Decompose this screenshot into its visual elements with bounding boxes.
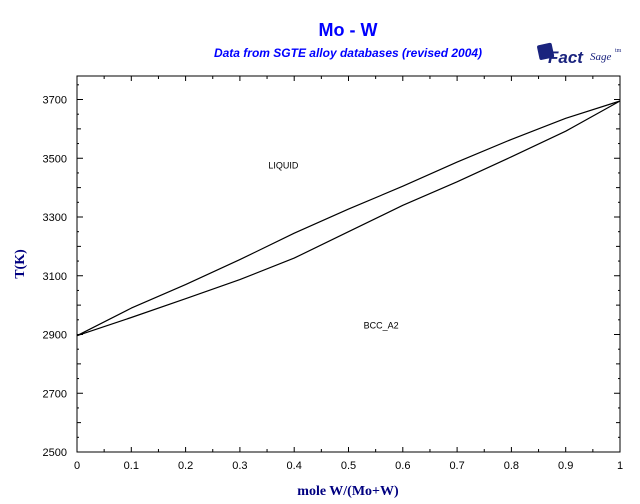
x-tick-label: 0.8 xyxy=(504,460,519,472)
x-tick-label: 0.2 xyxy=(178,460,193,472)
logo-text-sage: Sage xyxy=(590,51,612,63)
x-tick-label: 1 xyxy=(617,460,623,472)
factsage-logo: Fact Sage tm xyxy=(537,42,622,67)
logo-trademark: tm xyxy=(615,48,622,54)
y-axis: 2500 2700 2900 3100 3300 3500 3700 xyxy=(43,84,620,459)
x-tick-label: 0.9 xyxy=(558,460,573,472)
plot-frame xyxy=(76,75,621,453)
y-tick-label: 2700 xyxy=(43,388,67,400)
x-axis-title: mole W/(Mo+W) xyxy=(297,484,399,499)
y-tick-label: 2900 xyxy=(43,330,67,342)
y-tick-label: 3500 xyxy=(43,153,67,165)
y-axis-title: T(K) xyxy=(13,249,28,279)
chart-subtitle: Data from SGTE alloy databases (revised … xyxy=(214,46,482,60)
logo-emblem xyxy=(537,42,555,60)
y-tick-label: 3300 xyxy=(43,212,67,224)
solidus-curve xyxy=(76,100,621,337)
chart-title: Mo - W xyxy=(319,20,378,40)
liquidus-curve xyxy=(76,100,621,337)
x-tick-label: 0 xyxy=(74,460,80,472)
phase-label: LIQUID xyxy=(268,161,299,171)
phase-boundaries xyxy=(76,100,621,337)
x-tick-label: 0.5 xyxy=(341,460,356,472)
x-tick-label: 0.1 xyxy=(124,460,139,472)
phase-label: BCC_A2 xyxy=(364,321,399,331)
x-tick-label: 0.6 xyxy=(395,460,410,472)
y-tick-label: 3700 xyxy=(43,95,67,107)
x-tick-label: 0.3 xyxy=(232,460,247,472)
phase-labels: LIQUID BCC_A2 xyxy=(268,161,398,331)
y-tick-label: 2500 xyxy=(43,447,67,459)
x-tick-label: 0.4 xyxy=(287,460,302,472)
x-tick-label: 0.7 xyxy=(449,460,464,472)
x-axis: 0 0.1 0.2 0.3 0.4 0.5 0.6 0.7 0.8 0.9 1 xyxy=(74,76,623,472)
logo-text-fact: Fact xyxy=(548,48,584,67)
y-tick-label: 3100 xyxy=(43,271,67,283)
